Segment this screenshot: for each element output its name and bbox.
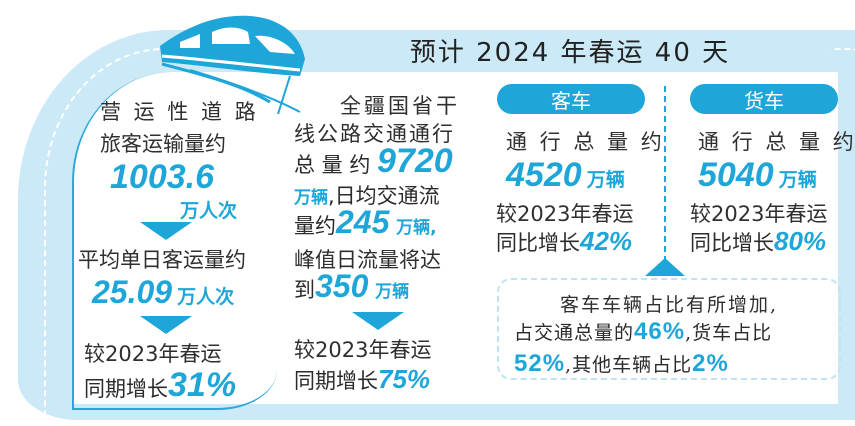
daily-passenger-unit: 万人次 (177, 286, 235, 308)
passenger-vehicle-line1: 通 行 总 量 约 (506, 130, 665, 154)
passenger-vehicle-growth-row: 同比增长42% (496, 226, 632, 257)
highway-peak-prefix: 到 (294, 278, 315, 302)
passenger-total-unit: 万人次 (180, 200, 238, 222)
freight-share-value: 52% (514, 350, 566, 377)
freight-vehicle-label: 货车 (744, 88, 784, 113)
share-note-line3: 52%,其他车辆占比2% (514, 350, 729, 378)
highway-peak-value: 350 (315, 268, 369, 304)
passenger-growth-row: 同期增长31% (84, 366, 236, 405)
high-speed-train-icon (160, 15, 305, 114)
freight-vehicle-value: 5040 (698, 156, 774, 194)
highway-daily-row: 量约245 万辆, (294, 204, 437, 241)
freight-vehicle-growth-row: 同比增长80% (690, 226, 826, 257)
highway-total-unit: 万辆 (294, 188, 328, 208)
highway-peak-unit: 万辆 (375, 282, 410, 302)
highway-daily-intro-row: 万辆,日均交通流 (294, 180, 440, 210)
share-note-line2: 占交通总量的46%,货车占比 (514, 318, 772, 346)
highway-line1: 全疆国省干 (340, 94, 460, 118)
passenger-vehicle-growth: 42% (580, 226, 633, 256)
daily-passenger-value: 25.09 (92, 274, 173, 310)
freight-vehicle-line1: 通 行 总 量 约 (698, 130, 855, 154)
highway-daily-prefix: 量约 (294, 214, 336, 238)
highway-growth-prefix: 同期增长 (294, 369, 378, 393)
passenger-label-line2: 旅客运输量约 (100, 132, 226, 156)
daily-passenger-label: 平均单日客运量约 (78, 248, 246, 272)
freight-vehicle-badge: 货车 (690, 84, 838, 114)
passenger-vehicle-label: 客车 (551, 88, 591, 113)
passenger-label-line1: 营 运 性 道 路 (100, 100, 259, 124)
highway-line2: 线公路交通通行 (294, 122, 455, 146)
passenger-share-value: 46% (634, 318, 686, 345)
highway-compare-line1: 较2023年春运 (294, 338, 432, 362)
passenger-growth-prefix: 同期增长 (84, 377, 168, 401)
highway-daily-intro: ,日均交通流 (328, 184, 440, 208)
daily-passenger-row: 25.09 万人次 (92, 274, 234, 311)
freight-vehicle-growth: 80% (774, 226, 827, 256)
passenger-vehicle-unit: 万辆 (586, 169, 625, 191)
passenger-vehicle-compare-line1: 较2023年春运 (496, 202, 634, 226)
bottom-strip (72, 404, 838, 414)
triangle-up-icon (645, 258, 685, 276)
passenger-compare-line1: 较2023年春运 (84, 342, 222, 366)
passenger-vehicle-growth-prefix: 同比增长 (496, 231, 580, 255)
freight-vehicle-value-row: 5040 万辆 (698, 156, 817, 195)
passenger-vehicle-badge: 客车 (497, 84, 645, 114)
highway-growth-value: 75% (378, 364, 431, 394)
divider-dashed-line (664, 86, 666, 262)
highway-daily-value: 245 (336, 204, 390, 240)
share-note-line2-suffix: ,货车占比 (685, 322, 773, 344)
highway-growth-row: 同期增长75% (294, 364, 430, 395)
freight-vehicle-growth-prefix: 同比增长 (690, 231, 774, 255)
arrow-down-icon (352, 312, 404, 330)
passenger-vehicle-value-row: 4520 万辆 (506, 156, 625, 195)
page-title: 预计 2024 年春运 40 天 (409, 37, 731, 68)
highway-total-prefix: 总 量 约 (294, 153, 378, 177)
passenger-total-value: 1003.6 (110, 158, 214, 196)
other-share-value: 2% (692, 350, 729, 377)
highway-daily-unit: 万辆, (396, 218, 437, 238)
freight-vehicle-compare-line1: 较2023年春运 (690, 202, 828, 226)
road-passenger-card (72, 72, 277, 410)
arrow-down-icon (140, 222, 192, 240)
highway-total-value: 9720 (377, 142, 453, 180)
highway-peak-label: 峰值日流量将达 (294, 248, 441, 272)
passenger-growth-value: 31% (168, 366, 237, 404)
vehicle-share-note (497, 278, 841, 380)
title-bar: 预计 2024 年春运 40 天 (300, 30, 840, 70)
passenger-vehicle-value: 4520 (506, 156, 582, 194)
arrow-down-icon (140, 316, 192, 334)
highway-peak-row: 到350 万辆 (294, 268, 409, 305)
highway-total-row: 总 量 约 9720 (294, 142, 453, 181)
freight-vehicle-unit: 万辆 (778, 169, 817, 191)
share-note-line2-prefix: 占交通总量的 (514, 322, 635, 344)
share-note-line3-mid: ,其他车辆占比 (565, 354, 693, 376)
share-note-line1: 客车车辆占比有所增加, (560, 294, 779, 316)
